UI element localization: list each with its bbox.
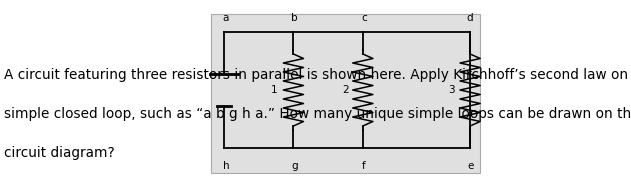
Text: h: h xyxy=(223,161,229,171)
Text: g: g xyxy=(292,161,298,171)
Text: circuit diagram?: circuit diagram? xyxy=(4,146,115,160)
Text: A circuit featuring three resistors in parallel is shown here. Apply Kirchhoff’s: A circuit featuring three resistors in p… xyxy=(4,68,631,82)
Text: 3: 3 xyxy=(448,85,454,95)
Text: d: d xyxy=(467,13,473,23)
FancyBboxPatch shape xyxy=(211,14,480,173)
Text: simple closed loop, such as “a b g h a.” How many unique simple loops can be dra: simple closed loop, such as “a b g h a.”… xyxy=(4,107,631,121)
Text: f: f xyxy=(362,161,366,171)
Text: c: c xyxy=(361,13,367,23)
Text: e: e xyxy=(467,161,473,171)
Text: 1: 1 xyxy=(271,85,278,95)
Text: b: b xyxy=(292,13,298,23)
Text: a: a xyxy=(223,13,229,23)
Text: 2: 2 xyxy=(342,85,348,95)
